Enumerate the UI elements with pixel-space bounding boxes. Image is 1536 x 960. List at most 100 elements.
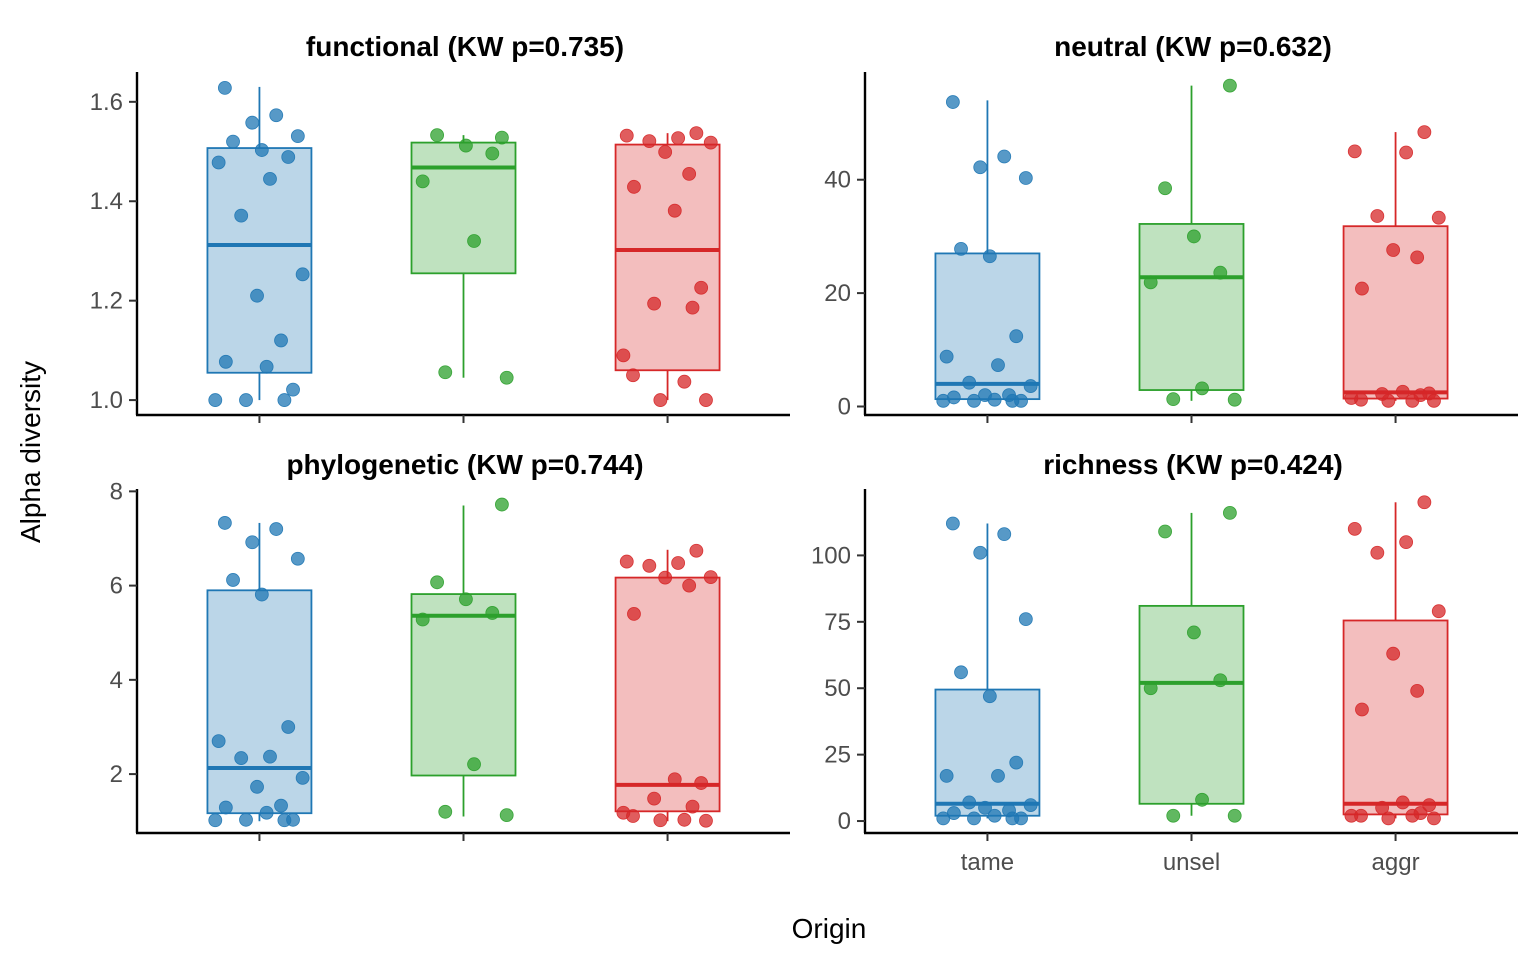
data-point-tame bbox=[936, 393, 951, 408]
data-point-aggr bbox=[677, 812, 692, 827]
panel-neutral: neutral (KW p=0.632) 0 20 40 bbox=[824, 31, 1518, 423]
data-point-unsel bbox=[499, 808, 514, 822]
data-point-tame bbox=[281, 720, 296, 734]
y-tick-label: 75 bbox=[824, 609, 851, 636]
data-point-tame bbox=[211, 155, 226, 170]
data-point-aggr bbox=[1399, 535, 1414, 550]
data-point-aggr bbox=[1417, 495, 1432, 510]
panel-richness: richness (KW p=0.424) 0 25 50 75 100 tame unse… bbox=[811, 449, 1518, 876]
data-point-tame bbox=[250, 779, 264, 794]
data-point-aggr bbox=[1354, 392, 1368, 407]
data-point-aggr bbox=[1431, 604, 1446, 619]
data-point-tame bbox=[936, 811, 951, 826]
data-point-unsel bbox=[1158, 181, 1172, 196]
data-point-tame bbox=[269, 522, 284, 536]
data-point-unsel bbox=[1187, 625, 1201, 640]
panel-functional: functional (KW p=0.735) 1.0 1.2 1.4 1.6 bbox=[90, 31, 790, 423]
data-point-tame bbox=[234, 208, 249, 223]
y-tick-label: 100 bbox=[811, 542, 851, 569]
data-point-unsel bbox=[1166, 392, 1181, 407]
data-point-tame bbox=[239, 812, 253, 827]
box-unsel bbox=[410, 135, 517, 378]
data-point-tame bbox=[250, 288, 264, 303]
x-tick-label-aggr: aggr bbox=[1372, 849, 1420, 876]
panel-title: richness (KW p=0.424) bbox=[1043, 449, 1343, 480]
data-point-aggr bbox=[653, 393, 668, 407]
data-point-unsel bbox=[467, 234, 481, 248]
y-tick-label: 0 bbox=[838, 393, 851, 420]
data-point-aggr bbox=[694, 280, 709, 295]
data-point-tame bbox=[1023, 798, 1038, 813]
data-point-aggr bbox=[689, 543, 704, 558]
data-point-aggr bbox=[1427, 393, 1441, 408]
data-point-tame bbox=[239, 393, 253, 407]
data-point-unsel bbox=[1158, 524, 1172, 539]
data-point-tame bbox=[954, 665, 968, 680]
y-tick-label: 1.4 bbox=[90, 188, 123, 215]
data-point-tame bbox=[967, 393, 981, 408]
data-point-aggr bbox=[626, 368, 640, 383]
box-iqr bbox=[1138, 223, 1245, 391]
data-point-tame bbox=[945, 516, 960, 531]
data-point-tame bbox=[991, 768, 1005, 783]
data-point-tame bbox=[269, 108, 284, 123]
data-point-aggr bbox=[1417, 125, 1432, 139]
data-point-aggr bbox=[1422, 798, 1437, 813]
data-point-aggr bbox=[1354, 808, 1368, 823]
data-point-unsel bbox=[485, 606, 500, 620]
data-point-aggr bbox=[1347, 144, 1362, 159]
data-point-tame bbox=[945, 95, 960, 109]
data-point-tame bbox=[277, 813, 292, 828]
data-point-tame bbox=[281, 150, 296, 164]
data-point-unsel bbox=[485, 146, 500, 161]
data-point-tame bbox=[1005, 393, 1020, 408]
data-point-tame bbox=[987, 392, 1002, 407]
data-point-tame bbox=[226, 134, 240, 149]
data-point-tame bbox=[982, 689, 997, 704]
data-point-aggr bbox=[689, 126, 704, 141]
data-point-aggr bbox=[699, 813, 713, 828]
data-point-unsel bbox=[1143, 275, 1158, 290]
data-point-aggr bbox=[627, 606, 641, 621]
data-point-tame bbox=[208, 813, 223, 828]
data-point-unsel bbox=[467, 757, 481, 772]
data-point-aggr bbox=[1355, 702, 1369, 717]
data-point-tame bbox=[973, 545, 988, 560]
data-point-aggr bbox=[677, 374, 692, 389]
data-point-aggr bbox=[685, 300, 700, 315]
data-point-tame bbox=[962, 795, 977, 810]
data-point-aggr bbox=[671, 131, 686, 146]
y-tick-label: 25 bbox=[824, 742, 851, 769]
y-tick-label: 8 bbox=[110, 478, 123, 505]
data-point-tame bbox=[1018, 612, 1033, 627]
box-aggr bbox=[1342, 132, 1449, 401]
y-tick-label: 4 bbox=[110, 667, 123, 694]
data-point-aggr bbox=[1386, 646, 1401, 661]
data-point-tame bbox=[987, 808, 1002, 823]
data-point-unsel bbox=[1223, 506, 1237, 520]
data-point-unsel bbox=[438, 804, 453, 819]
data-point-aggr bbox=[1347, 521, 1362, 536]
data-point-tame bbox=[962, 375, 977, 390]
data-point-tame bbox=[259, 805, 274, 820]
data-point-tame bbox=[991, 358, 1005, 373]
data-point-aggr bbox=[658, 145, 673, 159]
y-tick-label: 50 bbox=[824, 675, 851, 702]
data-point-unsel bbox=[458, 138, 473, 153]
data-point-aggr bbox=[699, 393, 713, 407]
data-point-aggr bbox=[616, 348, 631, 363]
data-point-aggr bbox=[703, 570, 718, 585]
data-point-tame bbox=[967, 811, 981, 826]
data-point-aggr bbox=[1370, 209, 1385, 223]
data-point-aggr bbox=[626, 809, 640, 823]
data-point-aggr bbox=[667, 203, 682, 218]
data-point-tame bbox=[254, 587, 269, 602]
data-point-aggr bbox=[658, 570, 673, 585]
panel-phylogenetic: phylogenetic (KW p=0.744) 2 4 6 8 bbox=[110, 449, 790, 841]
data-point-aggr bbox=[1405, 393, 1420, 408]
data-point-aggr bbox=[1405, 808, 1420, 823]
data-point-aggr bbox=[1395, 384, 1410, 399]
box-iqr bbox=[206, 147, 313, 374]
box-aggr bbox=[614, 133, 721, 401]
